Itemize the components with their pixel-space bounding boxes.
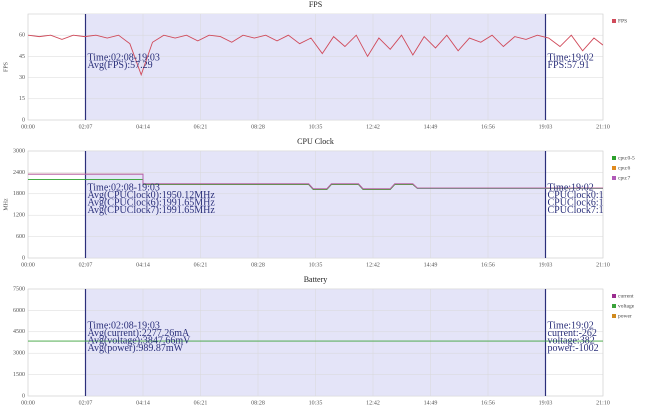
x-tick-label: 14:49 [424, 262, 438, 268]
legend-swatch [612, 19, 616, 23]
y-tick-label: 60 [19, 33, 25, 39]
annotation: Time:02:08-19:03 [88, 182, 160, 193]
x-tick-label: 21:10 [596, 262, 610, 268]
annotation: Avg(CPUClock0):1950.12MHz [88, 190, 216, 201]
y-axis-label: FPS [3, 62, 9, 72]
annotation: Time:19:02 [548, 182, 594, 193]
y-tick-label: 1500 [13, 372, 25, 378]
chart-title: FPS [309, 0, 322, 9]
x-tick-label: 08:28 [251, 400, 265, 406]
x-tick-label: 12:42 [366, 400, 380, 406]
x-tick-label: 21:10 [596, 400, 610, 406]
x-tick-label: 04:14 [136, 400, 150, 406]
annotation: Time:19:02 [548, 320, 594, 331]
x-tick-label: 06:21 [194, 400, 208, 406]
annotation: Time:02:08-19:03 [88, 52, 160, 63]
panel: CPU Clock MHz 0 600 1200 1800 2400 3000 00:00 02:… [3, 137, 635, 269]
x-tick-label: 08:28 [251, 124, 265, 130]
y-tick-label: 0 [22, 393, 25, 399]
x-tick-label: 06:21 [194, 262, 208, 268]
legend-label: current [618, 293, 634, 299]
x-tick-label: 10:35 [309, 124, 323, 130]
x-tick-label: 02:07 [79, 124, 93, 130]
x-tick-label: 21:10 [596, 124, 610, 130]
legend-swatch [612, 176, 616, 180]
y-tick-label: 4500 [13, 329, 25, 335]
x-tick-label: 00:00 [21, 262, 35, 268]
x-tick-label: 19:03 [539, 400, 553, 406]
y-tick-label: 1200 [13, 213, 25, 219]
y-tick-label: 30 [19, 75, 25, 81]
annotation: Avg(power):989.87mW [88, 343, 184, 354]
y-tick-label: 2400 [13, 170, 25, 176]
annotation: voltage:382 [548, 335, 595, 346]
annotation: Avg(voltage):3847.66mV [88, 335, 192, 346]
annotation: CPUClock6:1 [548, 197, 604, 208]
x-tick-label: 16:56 [481, 262, 495, 268]
y-tick-label: 3000 [13, 148, 25, 154]
x-tick-label: 12:42 [366, 262, 380, 268]
annotation: Avg(FPS):57.29 [88, 60, 153, 71]
annotation: Time:02:08-19:03 [88, 320, 160, 331]
annotation: current:-262 [548, 328, 597, 339]
annotation: Avg(CPUClock6):1991.65MHz [88, 197, 216, 208]
annotation: Avg(current):2277.26mA [88, 328, 191, 339]
x-tick-label: 04:14 [136, 262, 150, 268]
x-tick-label: 00:00 [21, 124, 35, 130]
y-tick-label: 3000 [13, 351, 25, 357]
x-tick-label: 04:14 [136, 124, 150, 130]
x-tick-label: 16:56 [481, 124, 495, 130]
chart-title: Battery [304, 275, 328, 284]
y-tick-label: 15 [19, 96, 25, 102]
annotation: CPUClock0:1 [548, 190, 604, 201]
legend-label: power [618, 313, 632, 319]
x-tick-label: 08:28 [251, 262, 265, 268]
legend-swatch [612, 314, 616, 318]
legend-label: cpu:6 [618, 165, 630, 171]
x-tick-label: 19:03 [539, 124, 553, 130]
y-tick-label: 600 [16, 234, 25, 240]
x-tick-label: 14:49 [424, 124, 438, 130]
annotation: Avg(CPUClock7):1991.65MHz [88, 205, 216, 216]
annotation: FPS:57.91 [548, 60, 590, 71]
y-tick-label: 7500 [13, 286, 25, 292]
x-tick-label: 02:07 [79, 400, 93, 406]
x-tick-label: 06:21 [194, 124, 208, 130]
legend-label: FPS [618, 18, 627, 24]
annotation: power:-1002 [548, 343, 599, 354]
x-tick-label: 02:07 [79, 262, 93, 268]
x-tick-label: 12:42 [366, 124, 380, 130]
panel: Battery 0 1500 3000 4500 6000 7500 00:00 02:07 04… [13, 275, 635, 407]
legend-swatch [612, 304, 616, 308]
y-tick-label: 1800 [13, 191, 25, 197]
y-tick-label: 6000 [13, 308, 25, 314]
annotation: CPUClock7:1 [548, 205, 604, 216]
series-line [28, 34, 603, 77]
x-tick-label: 10:35 [309, 262, 323, 268]
legend-label: cpu:7 [618, 175, 630, 181]
x-tick-label: 14:49 [424, 400, 438, 406]
annotation: Time:19:02 [548, 52, 594, 63]
y-tick-label: 0 [22, 255, 25, 261]
x-tick-label: 10:35 [309, 400, 323, 406]
y-tick-label: 45 [19, 54, 25, 60]
panel: FPS FPS 0 15 30 45 60 00:00 02:07 04:14 06:21 08:28… [3, 0, 627, 130]
series-line [28, 179, 603, 190]
legend-swatch [612, 166, 616, 170]
x-tick-label: 19:03 [539, 262, 553, 268]
legend-label: voltage [618, 303, 635, 309]
chart-title: CPU Clock [297, 137, 334, 146]
legend-swatch [612, 156, 616, 160]
x-tick-label: 16:56 [481, 400, 495, 406]
y-tick-label: 0 [22, 117, 25, 123]
y-axis-label: MHz [3, 198, 9, 211]
x-tick-label: 00:00 [21, 400, 35, 406]
legend-label: cpu:0-5 [618, 155, 635, 161]
legend-swatch [612, 294, 616, 298]
series-line [28, 173, 603, 190]
